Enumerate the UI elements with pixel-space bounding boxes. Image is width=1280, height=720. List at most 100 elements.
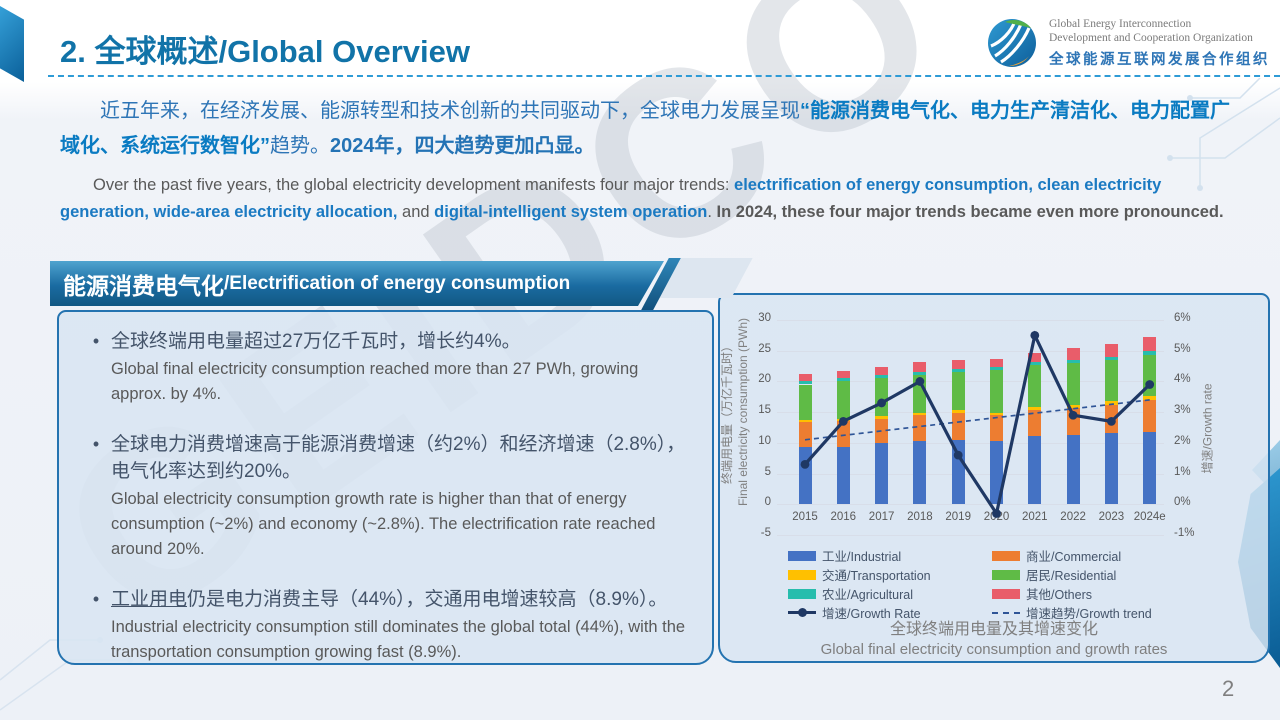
bar-segment bbox=[798, 381, 812, 385]
right-axis-tick: 5% bbox=[1174, 342, 1191, 355]
bar-segment bbox=[990, 369, 1003, 413]
legend-label: 商业/Commercial bbox=[1026, 550, 1122, 564]
bar-segment bbox=[951, 372, 965, 411]
bar-segment bbox=[798, 419, 812, 422]
bar-segment bbox=[875, 418, 889, 444]
bar-segment bbox=[990, 359, 1003, 367]
gridline bbox=[777, 442, 1164, 444]
bar-segment bbox=[990, 412, 1003, 415]
left-axis-tick: 25 bbox=[758, 342, 771, 355]
legend-swatch bbox=[992, 550, 1020, 561]
chart-card: 终端用电量（万亿千瓦时） Final electricity consumpti… bbox=[718, 293, 1270, 663]
section-banner-zh: 能源消费电气化 bbox=[63, 272, 224, 299]
bar-segment bbox=[1104, 433, 1118, 505]
text-segment: “能源消费电气化、电力生产清洁化、电力配置广域化、系统运行数智化” bbox=[60, 100, 1230, 157]
page-number: 2 bbox=[1222, 676, 1235, 701]
corner-flag-decoration bbox=[0, 6, 24, 82]
text-segment: and bbox=[397, 203, 435, 221]
intro-paragraph-zh: 近五年来，在经济发展、能源转型和技术创新的共同驱动下，全球电力发展呈现“能源消费… bbox=[60, 94, 1245, 164]
text-segment: 2024年，四大趋势更加凸显。 bbox=[330, 135, 595, 157]
gridline bbox=[777, 381, 1164, 383]
bullet-item: • 工业用电仍是电力消费主导（44%），交通用电增速较高（8.9%）。 Indust… bbox=[81, 586, 694, 665]
text-segment: electrification of energy consumption, c… bbox=[60, 176, 1162, 221]
bullet-text-en: Industrial electricity consumption still… bbox=[111, 618, 686, 661]
x-axis-tick: 2021 bbox=[1022, 511, 1048, 524]
legend-label: 增速趋势/Growth trend bbox=[1026, 607, 1152, 621]
left-axis-tick: -5 bbox=[760, 527, 771, 539]
x-axis-tick: 2022 bbox=[1060, 511, 1086, 524]
left-axis-tick: 5 bbox=[764, 465, 771, 478]
bar-segment bbox=[798, 384, 812, 420]
text-segment: In 2024, these four major trends became … bbox=[716, 203, 1224, 221]
legend-item: 农业/Agricultural bbox=[788, 585, 992, 602]
bar-segment bbox=[1066, 359, 1080, 363]
bar-segment bbox=[1104, 343, 1118, 357]
left-axis-tick: 15 bbox=[758, 404, 771, 417]
left-axis-tick: 20 bbox=[758, 373, 771, 386]
bar-segment bbox=[1143, 336, 1157, 352]
left-axis-tick: 10 bbox=[758, 434, 771, 447]
legend-item: 增速趋势/Growth trend bbox=[992, 604, 1152, 621]
globe-icon bbox=[988, 19, 1036, 67]
bar-segment bbox=[836, 370, 850, 379]
right-axis-tick: 6% bbox=[1174, 312, 1191, 324]
x-axis-tick: 2017 bbox=[868, 511, 895, 524]
logo-text-zh: 全球能源互联网发展合作组织 bbox=[1049, 52, 1270, 68]
right-axis-tick: 3% bbox=[1174, 404, 1191, 417]
legend-label: 农业/Agricultural bbox=[822, 588, 913, 602]
growth-line-layer bbox=[800, 330, 1155, 518]
bullet-text-en: Global electricity consumption growth ra… bbox=[111, 490, 656, 558]
x-axis-tick: 2023 bbox=[1098, 511, 1125, 524]
bar-segment bbox=[836, 421, 850, 447]
x-axis-tick: 2016 bbox=[830, 511, 857, 524]
bar-segment bbox=[1066, 363, 1080, 405]
bullet-marker: • bbox=[92, 589, 100, 609]
section-banner: 能源消费电气化/Electrification of energy consum… bbox=[50, 261, 664, 306]
chart-caption: 全球终端用电量及其增速变化 Global final electricity c… bbox=[720, 615, 1268, 658]
bar-segment bbox=[1028, 409, 1042, 437]
legend-swatch bbox=[788, 550, 816, 561]
bar-segment bbox=[990, 366, 1003, 370]
bar-segment bbox=[836, 446, 850, 505]
bullet-text-zh: 全球终端用电量超过27万亿千瓦时，增长约4%。 bbox=[111, 331, 521, 352]
bar-segment bbox=[875, 443, 889, 505]
bar-segment bbox=[990, 441, 1003, 505]
bar-segment bbox=[798, 421, 812, 448]
section-banner-en: /Electrification of energy consumption bbox=[224, 272, 571, 294]
bar-segment bbox=[1028, 406, 1042, 410]
right-axis-tick: 0% bbox=[1174, 496, 1191, 509]
bullet-list: • 全球终端用电量超过27万亿千瓦时，增长约4%。 Global final ele… bbox=[59, 312, 712, 665]
bar-segment bbox=[1066, 404, 1080, 409]
bar-segment bbox=[1028, 436, 1042, 505]
right-axis-tick: 2% bbox=[1174, 434, 1191, 447]
page-title: 2. 全球概述/Global Overview bbox=[60, 34, 471, 69]
bar-segment bbox=[1104, 359, 1118, 402]
bar-segment bbox=[875, 374, 889, 378]
bar-segment bbox=[1028, 364, 1042, 407]
legend-swatch bbox=[788, 588, 816, 599]
right-axis-tick: 1% bbox=[1174, 465, 1191, 478]
bar-segment bbox=[1143, 351, 1157, 355]
legend-item: 交通/Transportation bbox=[788, 566, 992, 583]
text-segment: digital-intelligent system operation bbox=[434, 203, 708, 221]
bar-segment bbox=[913, 372, 927, 375]
stacked-bar-chart: 终端用电量（万亿千瓦时） Final electricity consumpti… bbox=[720, 312, 1215, 539]
legend-label: 增速/Growth Rate bbox=[822, 607, 921, 621]
legend-item: 居民/Residential bbox=[992, 566, 1152, 583]
gridline bbox=[777, 504, 1164, 506]
bar-segment bbox=[1143, 399, 1157, 432]
gridline bbox=[777, 350, 1164, 352]
bar-segment bbox=[913, 412, 927, 415]
bar-segment bbox=[875, 377, 889, 416]
x-axis-tick: 2024e bbox=[1133, 511, 1166, 524]
text-segment: 近五年来，在经济发展、能源转型和技术创新的共同驱动下，全球电力发展呈现 bbox=[100, 100, 800, 122]
bullet-text-zh: 全球电力消费增速高于能源消费增速（约2%）和经济增速（2.8%），电气化率达到约… bbox=[111, 434, 686, 482]
legend-swatch bbox=[992, 588, 1020, 599]
bar-segment bbox=[913, 361, 927, 373]
logo-text-en-1: Global Energy Interconnection bbox=[1049, 18, 1192, 30]
left-axis-tick: 30 bbox=[758, 312, 771, 324]
bullets-card: • 全球终端用电量超过27万亿千瓦时，增长约4%。 Global final ele… bbox=[57, 310, 714, 665]
bar-segment bbox=[1143, 395, 1157, 400]
bar-segment bbox=[990, 414, 1003, 441]
bar-segment bbox=[1104, 401, 1118, 406]
